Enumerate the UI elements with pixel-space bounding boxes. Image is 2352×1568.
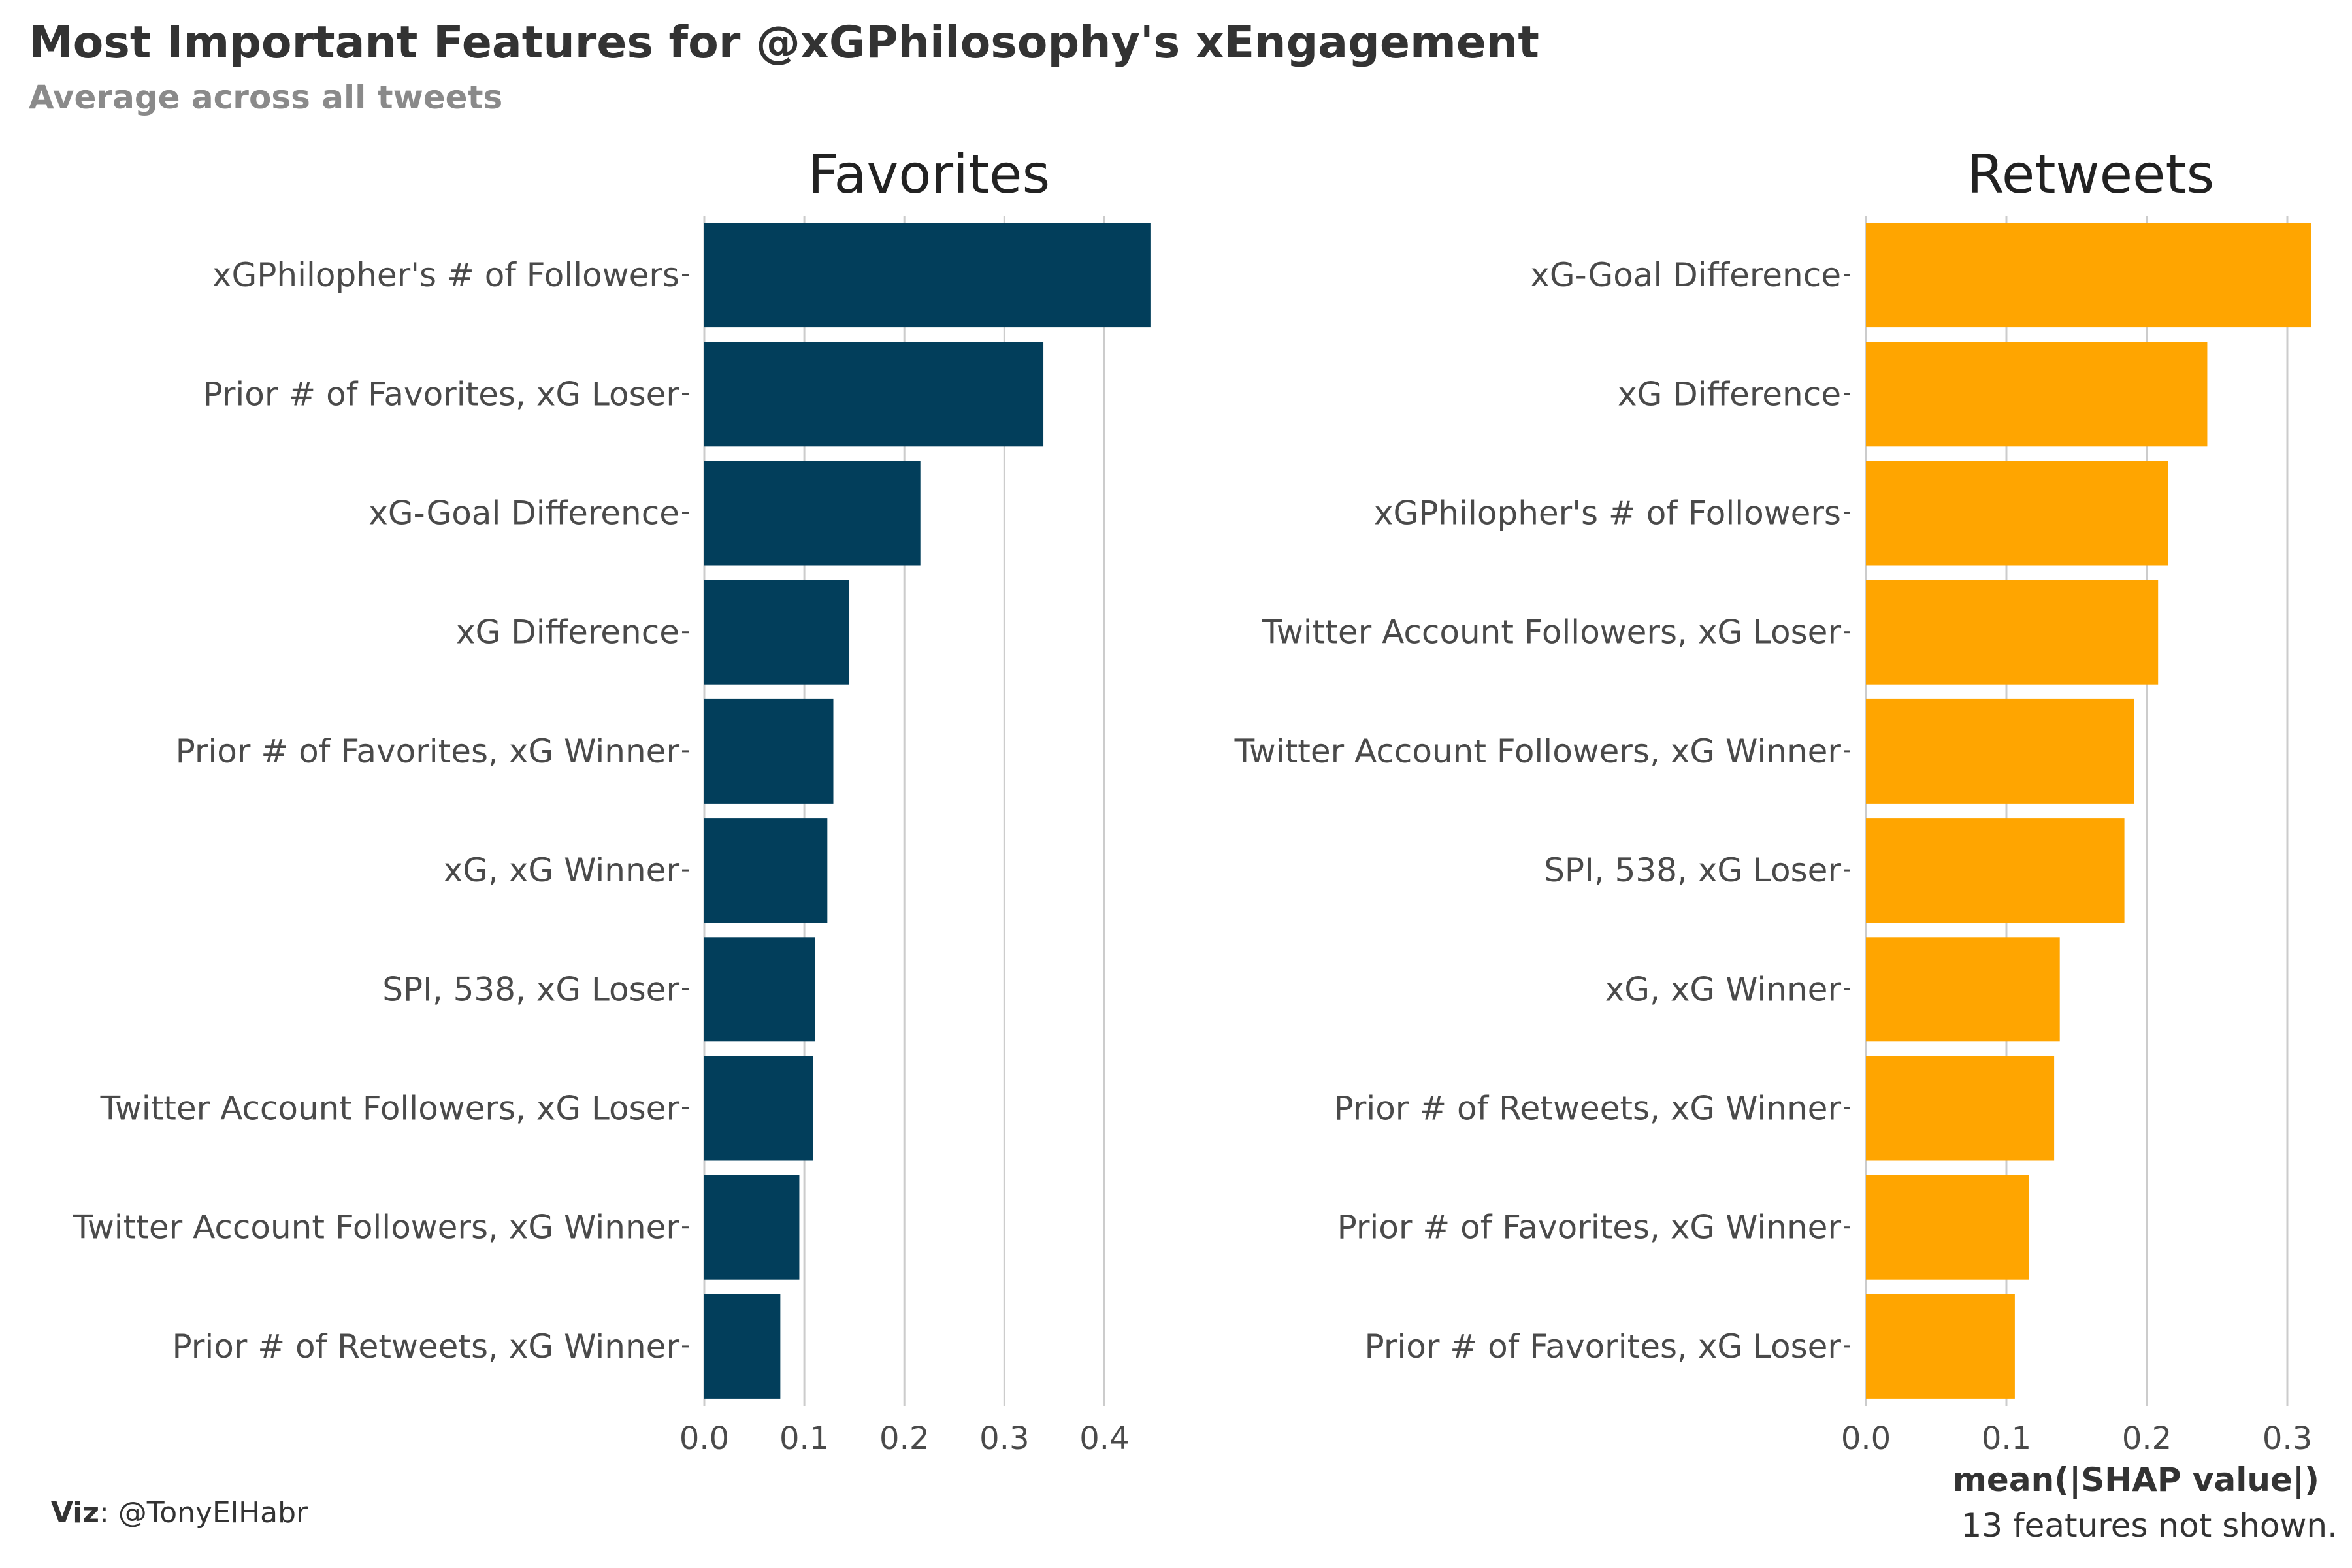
chart-subtitle: Average across all tweets [29,78,502,116]
bar [1866,818,2125,923]
bar [1866,223,2311,328]
bar [704,580,850,685]
category-label: Twitter Account Followers, xG Loser [1262,613,1842,651]
category-label: Twitter Account Followers, xG Winner [1234,732,1842,770]
credit-label: Viz [51,1496,99,1529]
facet-title-favorites: Favorites [808,144,1050,206]
category-label: Twitter Account Followers, xG Loser [100,1090,680,1128]
category-label: xG, xG Winner [444,851,680,889]
x-tick-label: 0.0 [1841,1420,1891,1457]
category-label: Prior # of Retweets, xG Winner [172,1328,679,1365]
credit-handle: : @TonyElHabr [99,1496,308,1529]
bar [704,1056,813,1161]
bar [704,223,1151,328]
bar [1866,580,2159,685]
bar [1866,698,2134,804]
bar [704,1294,781,1399]
x-tick-label: 0.4 [1079,1420,1129,1457]
chart-panels: Favorites 0.0 0.1 0.2 0.3 0.4 xGPhilopher's # … [73,144,2313,1457]
x-tick-label: 0.1 [1982,1420,2031,1457]
facet-title-retweets: Retweets [1967,144,2215,206]
x-tick-label: 0.3 [2262,1420,2312,1457]
panel-retweets: Retweets 0.0 0.1 0.2 0.3 xG-Goal Difference xG… [1234,144,2313,1457]
category-label: Prior # of Favorites, xG Loser [1365,1328,1842,1365]
category-label: Prior # of Retweets, xG Winner [1333,1090,1841,1128]
bar [704,937,815,1042]
x-tick-label: 0.2 [2122,1420,2172,1457]
x-tick-label: 0.0 [679,1420,729,1457]
bar [704,1175,800,1280]
category-label: xG-Goal Difference [1530,256,1841,294]
category-label: xGPhilopher's # of Followers [212,256,679,294]
category-label: xG Difference [456,613,679,651]
bar [1866,1056,2055,1161]
category-label: xG-Goal Difference [368,495,679,532]
bar [704,461,921,566]
bar [1866,461,2168,566]
x-tick-label: 0.3 [979,1420,1029,1457]
bar [1866,937,2060,1042]
category-label: SPI, 538, xG Loser [1544,851,1841,889]
category-label: Prior # of Favorites, xG Loser [203,375,680,413]
x-axis-label: mean(|SHAP value|) [1953,1461,2319,1499]
chart-title: Most Important Features for @xGPhilosoph… [29,17,1539,69]
chart-credit: Viz: @TonyElHabr [51,1496,308,1529]
bar [1866,342,2208,447]
bar [1866,1294,2015,1399]
chart-caption: 13 features not shown. [1961,1507,2338,1544]
bar [704,342,1044,447]
category-label: xG, xG Winner [1605,970,1842,1008]
x-tick-label: 0.2 [879,1420,929,1457]
category-label: Prior # of Favorites, xG Winner [1337,1209,1842,1247]
category-label: xG Difference [1618,375,1841,413]
category-label: xGPhilopher's # of Followers [1374,495,1841,532]
category-label: SPI, 538, xG Loser [382,970,679,1008]
category-label: Prior # of Favorites, xG Winner [176,732,680,770]
bar [704,698,834,804]
bar [1866,1175,2029,1280]
category-label: Twitter Account Followers, xG Winner [73,1209,680,1247]
panel-favorites: Favorites 0.0 0.1 0.2 0.3 0.4 xGPhilopher's # … [73,144,1151,1457]
x-tick-label: 0.1 [779,1420,829,1457]
bar [704,818,828,923]
